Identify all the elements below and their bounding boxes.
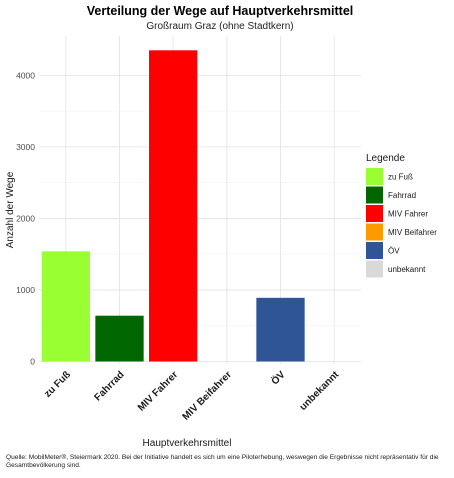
bar bbox=[149, 50, 198, 362]
x-axis-title: Hauptverkehrsmittel bbox=[143, 438, 232, 449]
y-tick-label: 4000 bbox=[16, 70, 35, 80]
bar bbox=[95, 315, 144, 362]
x-tick-label: MIV Beifahrer bbox=[181, 369, 234, 422]
legend-swatch bbox=[366, 260, 383, 278]
x-tick-label: ÖV bbox=[268, 368, 288, 388]
x-axis-ticks: zu Fuß Fahrrad MIV Fahrer MIV Beifahrer ÖV un… bbox=[42, 368, 341, 423]
y-tick-label: 3000 bbox=[16, 142, 35, 152]
chart-subtitle: Großraum Graz (ohne Stadtkern) bbox=[146, 21, 293, 32]
legend-swatch bbox=[366, 186, 383, 204]
y-axis-ticks: 0 1000 2000 3000 4000 bbox=[16, 70, 35, 366]
y-tick-label: 2000 bbox=[16, 213, 35, 223]
chart-caption: Quelle: MobilMeter®, Steiermark 2020. Be… bbox=[6, 454, 439, 470]
legend-label: MIV Beifahrer bbox=[388, 228, 437, 237]
legend-label: ÖV bbox=[388, 247, 400, 256]
legend-swatch bbox=[366, 205, 383, 222]
legend-label: unbekannt bbox=[388, 265, 426, 274]
bar bbox=[256, 297, 305, 362]
chart-title: Verteilung der Wege auf Hauptverkehrsmit… bbox=[87, 4, 354, 18]
bars bbox=[41, 50, 305, 362]
y-axis-title: Anzahl der Wege bbox=[5, 171, 16, 248]
x-tick-label: MIV Fahrer bbox=[136, 369, 180, 413]
legend: Legende zu Fuß Fahrrad MIV Fahrer MIV Beifa… bbox=[366, 153, 437, 278]
bar bbox=[41, 251, 90, 362]
legend-swatch bbox=[366, 223, 383, 241]
legend-label: MIV Fahrer bbox=[388, 210, 428, 219]
legend-label: zu Fuß bbox=[388, 173, 413, 182]
legend-swatch bbox=[366, 242, 383, 259]
legend-title: Legende bbox=[366, 153, 405, 164]
x-tick-label: Fahrrad bbox=[93, 369, 127, 403]
x-tick-label: unbekannt bbox=[298, 369, 342, 413]
legend-swatch bbox=[366, 168, 383, 185]
x-tick-label: zu Fuß bbox=[42, 369, 73, 400]
legend-label: Fahrrad bbox=[388, 191, 416, 200]
y-tick-label: 1000 bbox=[16, 285, 35, 295]
y-tick-label: 0 bbox=[30, 357, 35, 367]
